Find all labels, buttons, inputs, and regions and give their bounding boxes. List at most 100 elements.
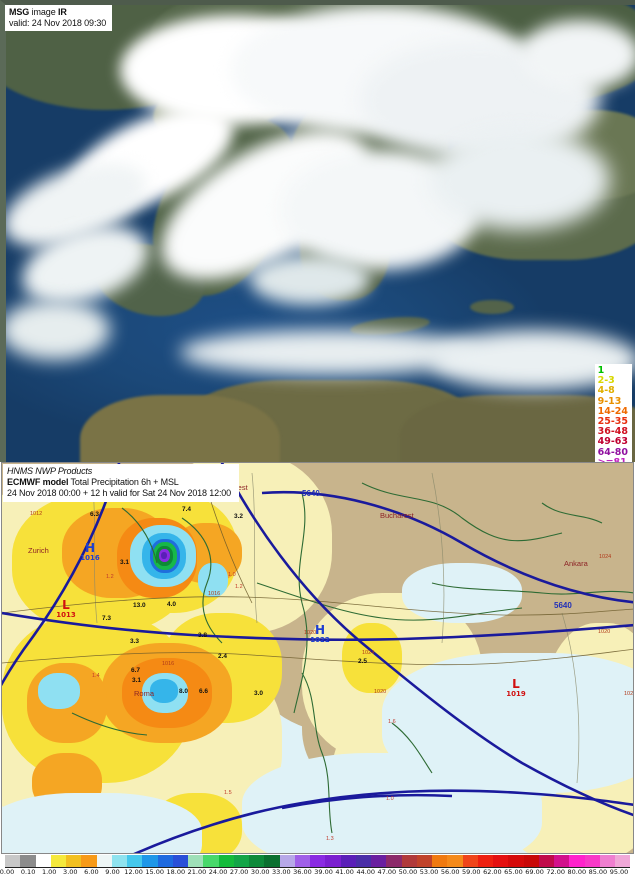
precip-value-label-22: 1.3	[326, 836, 334, 842]
colorbar-swatch-18	[279, 855, 295, 867]
pressure-center-symbol: L	[62, 598, 70, 612]
precip-value-label-14: 8.0	[179, 688, 189, 695]
precip-value-label-17: 1.4	[92, 673, 100, 679]
mslp-contour-label-0: 1016	[208, 591, 221, 597]
precip-value-label-2: 3.2	[234, 513, 244, 520]
pressure-center-value: 1022	[310, 636, 330, 644]
colorbar-swatch-1	[20, 855, 36, 867]
colorbar-swatch-17	[264, 855, 280, 867]
mslp-contour-label-8: 1012	[30, 511, 43, 517]
ir-legend-entry-7: 49-63	[597, 436, 628, 448]
pressure-center-high-0: H 1016	[80, 541, 100, 562]
pressure-center-low-3: L 1019	[506, 678, 526, 698]
colorbar-tick-28: 85.00	[588, 868, 608, 876]
colorbar-swatch-34	[523, 855, 539, 867]
height-contour-label-0: 5640	[302, 489, 320, 498]
colorbar-swatch-39	[599, 855, 615, 867]
nwp-panel: HNMS NWP Products ECMWF model Total Prec…	[0, 462, 635, 884]
precip-value-label-9: 4.0	[167, 601, 177, 608]
colorbar-tick-4: 6.00	[84, 868, 99, 876]
ir-legend-entry-4: 14-24	[597, 405, 628, 417]
nwp-valid-line: 24 Nov 2018 00:00 + 12 h valid for Sat 2…	[7, 488, 232, 498]
colorbar-axis-line	[5, 867, 630, 868]
nwp-map: HNMS NWP Products ECMWF model Total Prec…	[1, 462, 634, 854]
satellite-title-line: MSG image IR	[9, 7, 106, 18]
mslp-contour-label-2: 1020	[304, 630, 317, 636]
colorbar-tick-19: 50.00	[398, 868, 418, 876]
colorbar-tick-16: 41.00	[335, 868, 354, 876]
colorbar-tick-24: 65.00	[504, 868, 523, 876]
colorbar-tick-18: 47.00	[377, 868, 397, 876]
mslp-contour-label-6: 1020	[598, 629, 611, 635]
colorbar-swatch-27	[416, 855, 432, 867]
precip-value-label-5: 1.0	[228, 572, 236, 578]
precip-value-label-18: 3.1	[132, 677, 142, 684]
nwp-model-line: ECMWF model Total Precipitation 6h + MSL	[7, 477, 231, 488]
colorbar-tick-13: 33.00	[272, 868, 291, 876]
ir-legend-entry-2: 4-8	[597, 385, 615, 397]
colorbar-swatch-24	[371, 855, 387, 867]
colorbar-tick-5: 9.00	[105, 868, 120, 876]
ir-legend-entry-6: 36-48	[597, 426, 628, 438]
colorbar-swatch-0	[5, 855, 21, 867]
mslp-contour-label-3: 1020	[374, 689, 387, 695]
colorbar-swatch-8	[127, 855, 143, 867]
colorbar-tick-23: 62.00	[483, 868, 502, 876]
city-label-ankara: Ankara	[564, 559, 588, 568]
colorbar-tick-15: 39.00	[314, 868, 333, 876]
colorbar-swatch-32	[493, 855, 509, 867]
colorbar-tick-10: 24.00	[208, 868, 228, 876]
colorbar-tick-27: 80.00	[567, 868, 587, 876]
colorbar-tick-labels: 0.00 0.10 1.00 3.00 6.00 9.00 12.00 15.00 18.00 2…	[0, 868, 634, 882]
mslp-contour-label-5: 1024	[599, 554, 612, 560]
colorbar-swatch-37	[569, 855, 585, 867]
colorbar-tick-6: 12.00	[124, 868, 143, 876]
ir-legend-entry-8: 64-80	[597, 446, 628, 458]
pressure-center-value: 1013	[56, 611, 76, 619]
colorbar-swatch-13	[203, 855, 219, 867]
colorbar-swatch-20	[310, 855, 326, 867]
city-label-roma: Roma	[134, 689, 155, 698]
colorbar-swatch-21	[325, 855, 341, 867]
precipitation-colorbar: 0.00 0.10 1.00 3.00 6.00 9.00 12.00 15.00 18.00 2…	[0, 855, 634, 884]
colorbar-swatch-15	[233, 855, 249, 867]
pressure-center-symbol: H	[84, 541, 96, 555]
colorbar-tick-20: 53.00	[419, 868, 439, 876]
pressure-center-high-2: H 1022	[310, 623, 330, 644]
colorbar-swatch-12	[188, 855, 204, 867]
colorbar-swatch-22	[340, 855, 356, 867]
nwp-sea-overlay	[2, 463, 633, 853]
height-contour-label-1: 5640	[554, 601, 572, 610]
colorbar-tick-21: 56.00	[440, 868, 460, 876]
colorbar-tick-1: 0.10	[20, 868, 36, 876]
pressure-center-symbol: H	[314, 623, 326, 637]
colorbar-tick-0: 0.00	[0, 868, 15, 876]
colorbar-tick-14: 36.00	[293, 868, 312, 876]
precip-value-label-7: 13.0	[133, 602, 146, 609]
satellite-channel: IR	[58, 7, 67, 17]
colorbar-tick-8: 18.00	[166, 868, 186, 876]
colorbar-swatch-40	[615, 855, 631, 867]
colorbar-swatch-6	[96, 855, 112, 867]
colorbar-swatch-35	[538, 855, 554, 867]
satellite-source: MSG	[9, 7, 30, 17]
city-label-bucharest: Bucharest	[380, 511, 414, 520]
pressure-center-value: 1019	[506, 690, 526, 698]
city-label-zurich: Zurich	[28, 546, 49, 555]
colorbar-tick-2: 1.00	[41, 868, 57, 876]
colorbar-swatch-16	[249, 855, 265, 867]
cloud-field	[0, 5, 635, 390]
precip-value-label-11: 3.8	[198, 632, 208, 639]
colorbar-swatch-38	[584, 855, 600, 867]
precip-value-label-3: 3.1	[120, 559, 130, 566]
colorbar-swatch-25	[386, 855, 402, 867]
colorbar-tick-3: 3.00	[63, 868, 78, 876]
colorbar-swatch-11	[172, 855, 188, 867]
colorbar-tick-11: 27.00	[229, 868, 249, 876]
ir-legend-entry-0: 1	[597, 365, 605, 376]
colorbar-tick-22: 59.00	[461, 868, 481, 876]
colorbar-swatches	[5, 855, 631, 867]
ir-legend-entry-1: 2-3	[597, 375, 615, 387]
